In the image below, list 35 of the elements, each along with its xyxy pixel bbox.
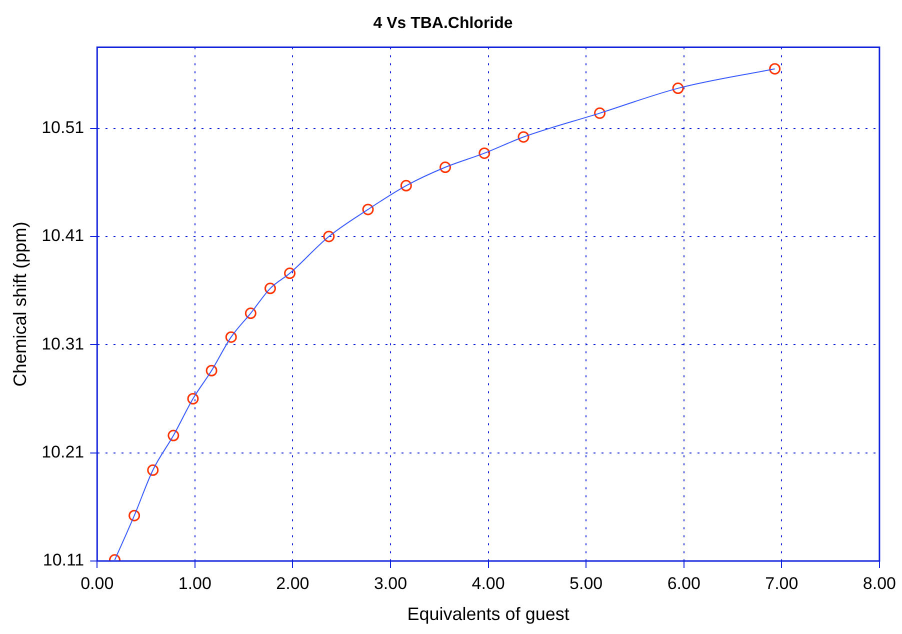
x-tick-label: 1.00 xyxy=(178,574,212,593)
y-tick-label: 10.41 xyxy=(42,226,84,246)
x-tick-label: 3.00 xyxy=(374,574,408,593)
point xyxy=(323,230,335,242)
chart-title: 4 Vs TBA.Chloride xyxy=(373,15,513,32)
point xyxy=(206,364,218,376)
x-tick-label: 0.00 xyxy=(80,574,114,593)
point xyxy=(264,282,276,294)
point xyxy=(168,430,180,442)
x-axis-title: Equivalents of guest xyxy=(407,604,570,624)
y-tick-label: 10.21 xyxy=(42,442,84,462)
point xyxy=(672,82,684,94)
point xyxy=(440,162,452,174)
y-tick-label: 10.11 xyxy=(42,550,84,570)
point xyxy=(284,268,296,280)
point xyxy=(362,204,374,216)
point xyxy=(225,331,237,343)
point xyxy=(769,63,781,75)
x-tick-label: 8.00 xyxy=(862,574,896,593)
x-tick-label: 2.00 xyxy=(276,574,310,593)
y-tick-label: 10.51 xyxy=(42,118,84,138)
y-tick-label: 10.31 xyxy=(42,334,84,354)
x-tick-label: 7.00 xyxy=(765,574,798,593)
point xyxy=(128,510,140,522)
point xyxy=(594,107,606,119)
x-tick-label: 6.00 xyxy=(667,574,700,593)
point xyxy=(187,393,199,404)
x-tick-label: 5.00 xyxy=(570,574,603,593)
x-tick-label: 4.00 xyxy=(472,574,505,593)
point xyxy=(478,147,490,159)
point xyxy=(147,464,159,476)
y-axis-title: Chemical shift (ppm) xyxy=(10,222,30,387)
point xyxy=(244,308,256,320)
point xyxy=(400,180,412,192)
point xyxy=(518,131,530,143)
